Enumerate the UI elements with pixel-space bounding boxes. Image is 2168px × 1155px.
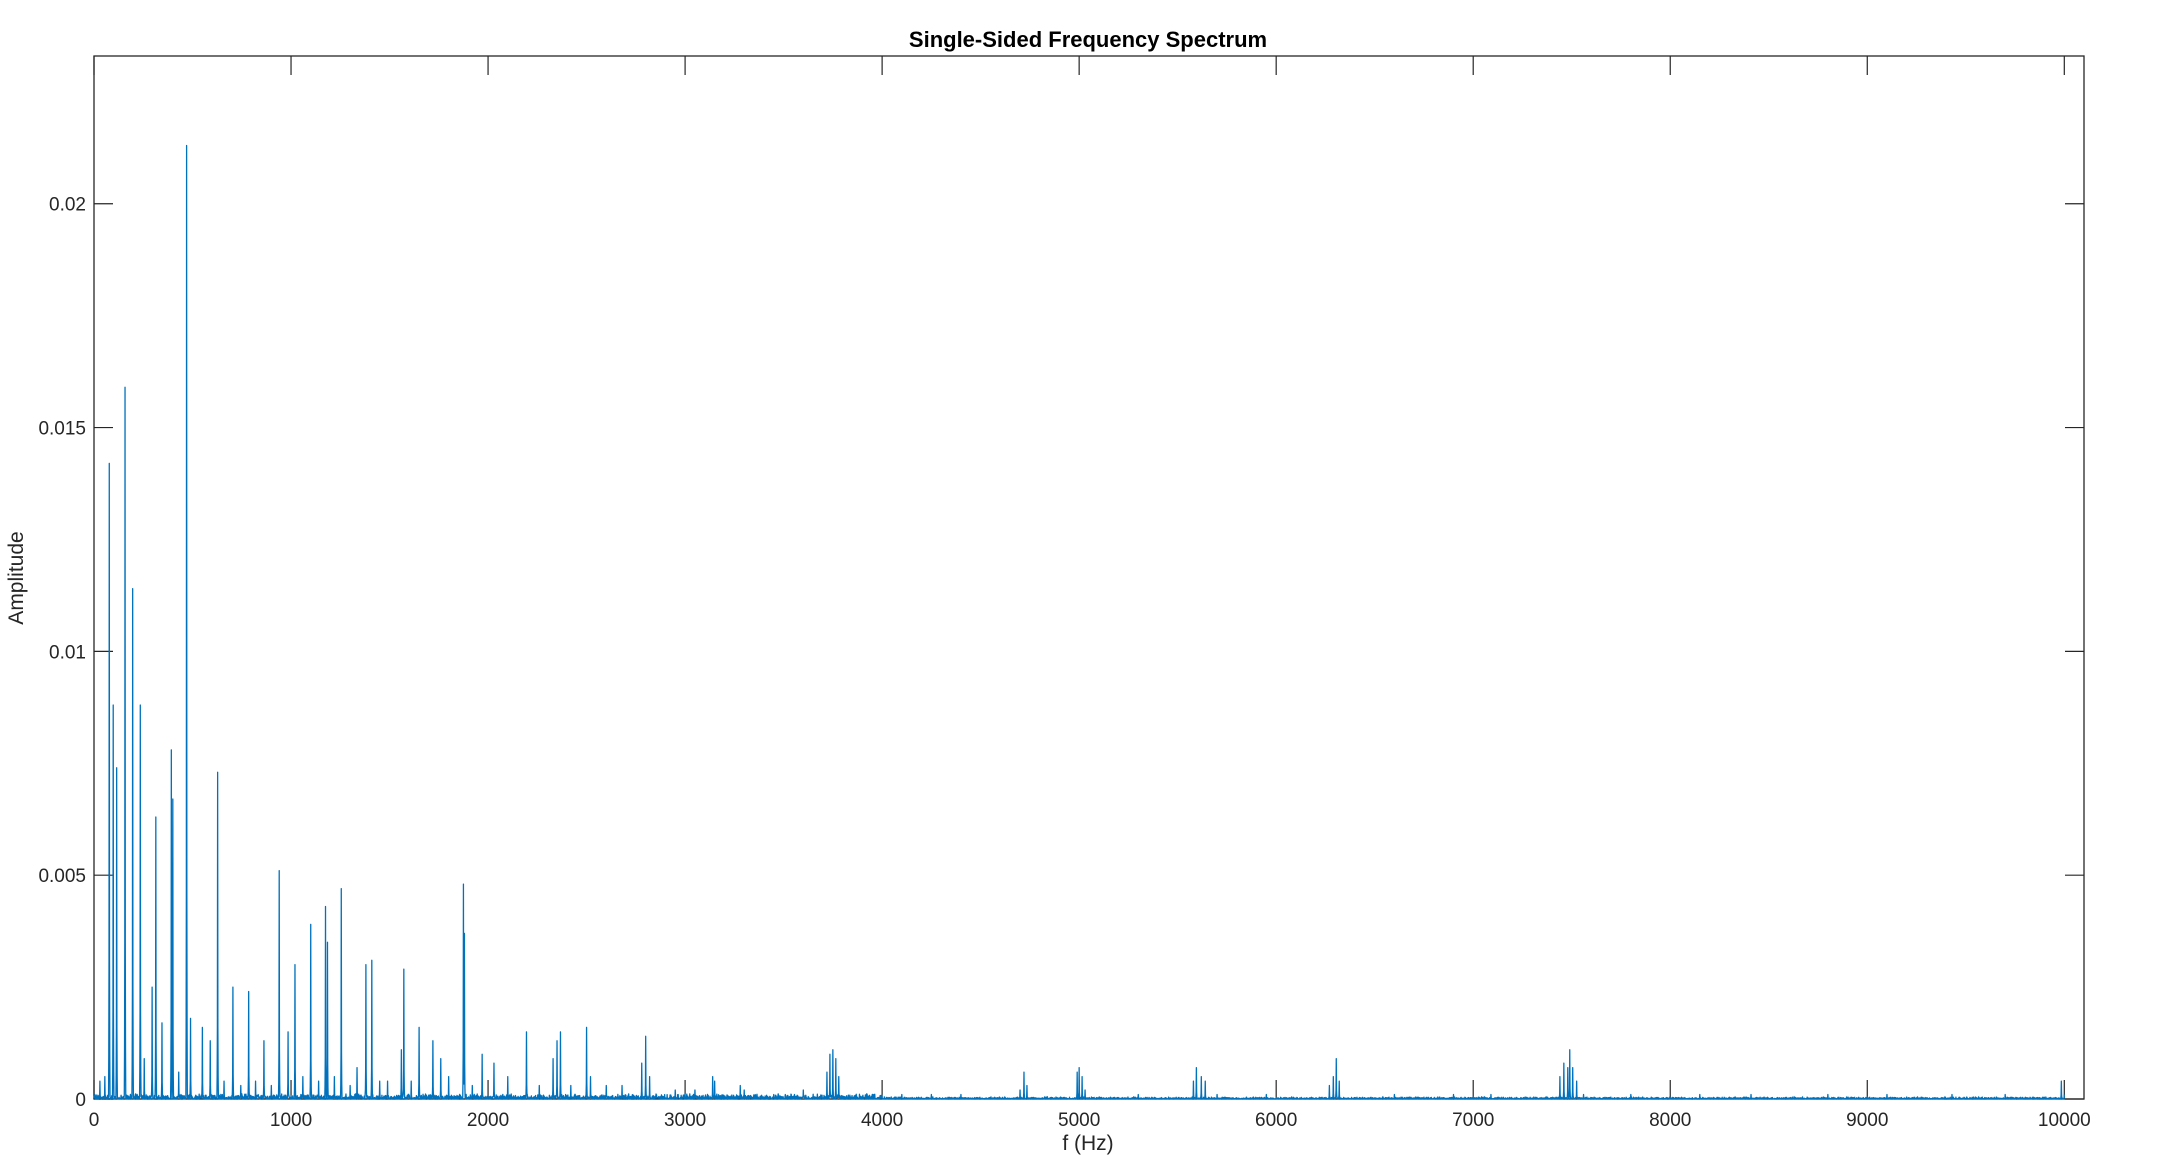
x-tick-label: 7000 <box>1452 1110 1494 1131</box>
x-tick-label: 4000 <box>861 1110 903 1131</box>
spectrum-series-line <box>93 144 2065 1100</box>
y-tick-label: 0.01 <box>49 642 86 663</box>
y-axis-label: Amplitude <box>5 531 28 624</box>
x-tick-label: 3000 <box>664 1110 706 1131</box>
x-tick-label: 10000 <box>2038 1110 2091 1131</box>
x-tick-label: 6000 <box>1255 1110 1297 1131</box>
y-tick-label: 0 <box>75 1090 86 1111</box>
y-tick-label: 0.02 <box>49 195 86 216</box>
x-axis-label: f (Hz) <box>1062 1132 1113 1155</box>
x-tick-label: 8000 <box>1649 1110 1691 1131</box>
y-tick-labels: 0 0.005 0.01 0.015 0.02 <box>38 195 86 1111</box>
chart-title: Single-Sided Frequency Spectrum <box>909 27 1267 52</box>
x-tick-label: 0 <box>89 1110 100 1131</box>
plot-area <box>93 55 2085 1100</box>
x-tick-label: 1000 <box>270 1110 312 1131</box>
x-tick-label: 9000 <box>1846 1110 1888 1131</box>
x-tick-label: 2000 <box>467 1110 509 1131</box>
y-tick-label: 0.015 <box>38 419 86 440</box>
y-tick-label: 0.005 <box>38 866 86 887</box>
x-tick-labels: 0 1000 2000 3000 4000 5000 6000 7000 8000 9000 100… <box>89 1110 2091 1131</box>
x-tick-label: 5000 <box>1058 1110 1100 1131</box>
